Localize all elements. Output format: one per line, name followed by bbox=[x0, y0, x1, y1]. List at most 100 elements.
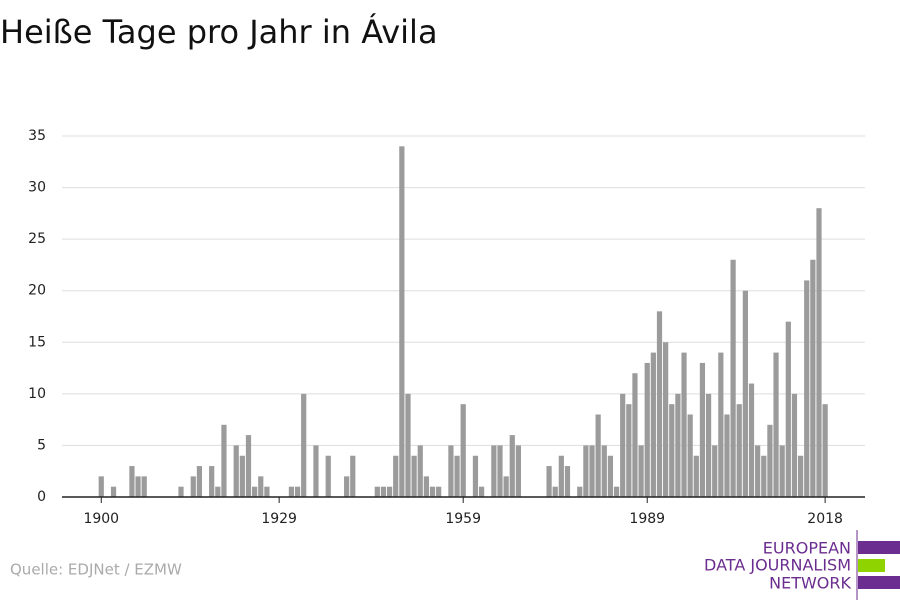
bar bbox=[577, 486, 583, 497]
bar bbox=[791, 393, 798, 497]
bar bbox=[638, 445, 644, 497]
y-tick-label: 25 bbox=[28, 231, 46, 247]
bar bbox=[681, 352, 687, 497]
bar bbox=[98, 476, 104, 497]
x-tick-label: 2018 bbox=[807, 511, 843, 527]
logo-bar bbox=[858, 559, 885, 572]
bar bbox=[558, 455, 564, 497]
bar bbox=[344, 476, 350, 497]
y-tick-label: 30 bbox=[28, 180, 46, 196]
bar bbox=[245, 435, 252, 497]
bar bbox=[564, 466, 571, 497]
logo-bar bbox=[858, 576, 900, 589]
bar bbox=[460, 404, 466, 497]
bar bbox=[810, 259, 816, 497]
bar bbox=[816, 208, 822, 497]
chart-title: Heiße Tage pro Jahr in Ávila bbox=[0, 13, 438, 51]
bar bbox=[607, 455, 614, 497]
bar bbox=[761, 455, 767, 497]
bar bbox=[380, 486, 387, 497]
y-tick-label: 20 bbox=[28, 283, 46, 299]
bar bbox=[773, 352, 779, 497]
bar bbox=[687, 414, 693, 497]
bar bbox=[675, 393, 681, 497]
bar bbox=[755, 445, 761, 497]
bar bbox=[626, 404, 632, 497]
bar bbox=[374, 486, 380, 497]
bar bbox=[644, 362, 650, 497]
bar bbox=[411, 455, 417, 497]
logo-text: DATA JOURNALISM bbox=[704, 556, 851, 575]
bar bbox=[583, 445, 589, 497]
bar bbox=[325, 455, 331, 497]
bar bbox=[141, 476, 147, 497]
bar bbox=[552, 486, 558, 497]
bar bbox=[233, 445, 239, 497]
x-tick-label: 1900 bbox=[83, 511, 119, 527]
bar bbox=[258, 476, 264, 497]
bar bbox=[405, 393, 411, 497]
bar bbox=[417, 445, 423, 497]
bar bbox=[730, 259, 736, 497]
bar bbox=[601, 445, 607, 497]
x-tick-label: 1989 bbox=[629, 511, 665, 527]
bar bbox=[748, 383, 755, 497]
bar bbox=[699, 362, 706, 497]
bar bbox=[423, 476, 429, 497]
bar bbox=[693, 455, 699, 497]
bar bbox=[613, 486, 620, 497]
y-tick-label: 10 bbox=[28, 386, 46, 402]
bar bbox=[436, 486, 442, 497]
bar bbox=[478, 486, 485, 497]
bar bbox=[509, 435, 515, 497]
bar bbox=[589, 445, 595, 497]
bar bbox=[705, 393, 712, 497]
bar bbox=[209, 466, 215, 497]
bar bbox=[669, 404, 675, 497]
bar bbox=[215, 486, 221, 497]
bar bbox=[491, 445, 497, 497]
bar bbox=[252, 486, 258, 497]
bar bbox=[313, 445, 319, 497]
bar bbox=[724, 414, 730, 497]
bar bbox=[301, 393, 307, 497]
logo-text: EUROPEAN bbox=[763, 539, 851, 558]
bar bbox=[736, 404, 742, 497]
bar bbox=[190, 476, 196, 497]
logo-bar bbox=[858, 541, 900, 554]
bar bbox=[497, 445, 503, 497]
bar bbox=[264, 486, 270, 497]
bar bbox=[503, 476, 509, 497]
bar bbox=[135, 476, 141, 497]
bar bbox=[515, 445, 522, 497]
logo-text: NETWORK bbox=[769, 574, 851, 593]
bar bbox=[822, 404, 828, 497]
bar bbox=[294, 486, 301, 497]
bar bbox=[650, 352, 656, 497]
bar bbox=[797, 455, 804, 497]
bar bbox=[429, 486, 436, 497]
source: Quelle: EDJNet / EZMW bbox=[10, 561, 182, 579]
y-tick-label: 35 bbox=[28, 128, 46, 144]
bar bbox=[546, 466, 552, 497]
bar bbox=[620, 393, 626, 497]
bar bbox=[472, 455, 479, 497]
y-tick-label: 5 bbox=[37, 437, 46, 453]
x-tick-label: 1929 bbox=[261, 511, 297, 527]
bar bbox=[393, 455, 399, 497]
bar bbox=[767, 424, 773, 497]
bar bbox=[110, 486, 117, 497]
y-tick-label: 15 bbox=[28, 334, 46, 350]
bar bbox=[239, 455, 245, 497]
bar bbox=[656, 311, 663, 497]
bar bbox=[454, 455, 460, 497]
bar bbox=[804, 280, 810, 497]
bar bbox=[448, 445, 454, 497]
bar bbox=[785, 321, 791, 497]
bar bbox=[742, 290, 748, 497]
x-tick-label: 1959 bbox=[445, 511, 481, 527]
bar bbox=[129, 466, 135, 497]
bar bbox=[712, 445, 718, 497]
bar bbox=[288, 486, 295, 497]
